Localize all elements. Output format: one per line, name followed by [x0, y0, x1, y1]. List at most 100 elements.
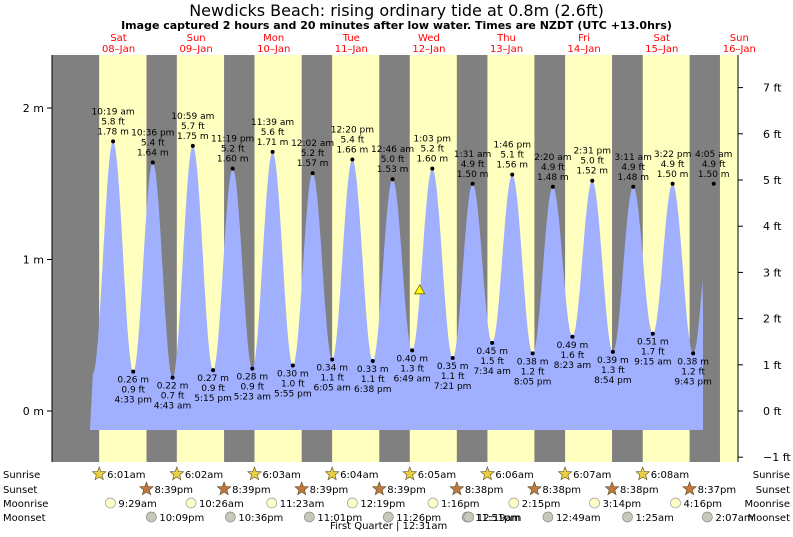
tide-point: [230, 166, 235, 171]
low-tide-label: 7:34 am: [473, 367, 510, 377]
moonrise-icon: [670, 497, 681, 509]
tide-point: [370, 359, 375, 364]
tide-point: [111, 139, 116, 144]
low-tide-label: 5:23 am: [234, 393, 271, 403]
high-tide-label: 5.4 ft: [141, 139, 165, 149]
high-tide-label: 1:46 pm: [493, 141, 531, 151]
tide-point: [570, 334, 575, 339]
moonrise-icon: [508, 497, 520, 509]
sunset-time: 8:39pm: [310, 485, 349, 496]
day-date: 10–Jan: [257, 44, 290, 55]
low-tide-label: 0.38 m: [677, 357, 709, 367]
sunset-time: 8:39pm: [154, 485, 193, 496]
low-tide-label: 1.2 ft: [521, 367, 545, 377]
tide-point: [530, 351, 535, 356]
moonrise-icon: [266, 497, 278, 509]
left-axis-label: 1 m: [23, 254, 44, 267]
moonset-time: 10:36pm: [238, 513, 283, 524]
moonrise-time: 12:19pm: [360, 499, 405, 510]
sunset-icon: [526, 481, 542, 496]
moonrise-icon: [427, 497, 439, 509]
low-tide-label: 0.45 m: [476, 347, 508, 357]
sunrise-time: 6:02am: [185, 470, 223, 481]
moonrise-row-label: Moonrise: [745, 499, 790, 510]
low-tide-label: 1.3 ft: [400, 364, 424, 374]
tide-point: [450, 355, 455, 360]
right-axis-label: 1 ft: [763, 359, 782, 372]
low-tide-label: 1.7 ft: [641, 348, 665, 358]
high-tide-label: 12:20 pm: [331, 126, 374, 136]
sunset-row-label: Sunset: [3, 485, 37, 496]
day-of-week: Mon: [263, 33, 284, 44]
high-tide-label: 5.2 ft: [420, 145, 444, 155]
high-tide-label: 1.50 m: [457, 170, 489, 180]
high-tide-label: 4.9 ft: [541, 163, 565, 173]
sunrise-time: 6:04am: [340, 470, 378, 481]
day-of-week: Sun: [187, 33, 206, 44]
moon-phase-note: First Quarter | 12:31am: [330, 521, 448, 532]
moonrise-time: 4:16pm: [684, 499, 723, 510]
tide-point: [211, 368, 216, 373]
tide-point: [150, 160, 155, 165]
low-tide-label: 0.33 m: [357, 365, 389, 375]
high-tide-label: 1.60 m: [416, 155, 448, 165]
moonrise-icon: [185, 497, 197, 509]
moonset-time: 11:51pm: [475, 513, 520, 524]
low-tide-label: 7:21 pm: [434, 382, 472, 392]
right-axis-label: 2 ft: [763, 313, 782, 326]
tide-point: [170, 375, 175, 380]
low-tide-label: 0.38 m: [517, 357, 549, 367]
tide-point: [590, 178, 595, 183]
tide-point: [691, 351, 696, 356]
low-tide-label: 0.22 m: [157, 382, 189, 392]
high-tide-label: 5.2 ft: [221, 145, 245, 155]
moonrise-time: 3:14pm: [603, 499, 642, 510]
low-tide-label: 1.1 ft: [320, 373, 344, 383]
sunrise-icon: [635, 466, 651, 481]
high-tide-label: 1.60 m: [217, 155, 249, 165]
moonset-time: 10:09pm: [159, 513, 204, 524]
day-date: 15–Jan: [645, 44, 678, 55]
sunset-icon: [138, 481, 154, 496]
tide-area: [90, 141, 703, 431]
moonset-row-label: Moonset: [3, 513, 46, 524]
high-tide-label: 5.8 ft: [101, 117, 125, 127]
high-tide-label: 1.50 m: [657, 170, 689, 180]
sunset-icon: [449, 481, 465, 496]
moonrise-time: 9:29am: [118, 499, 156, 510]
low-tide-label: 1.1 ft: [441, 372, 465, 382]
day-of-week: Sat: [654, 33, 670, 44]
high-tide-label: 1.78 m: [97, 127, 129, 137]
sunrise-time: 6:06am: [495, 470, 533, 481]
low-tide-label: 0.49 m: [557, 341, 589, 351]
tide-point: [550, 184, 555, 189]
sunset-icon: [682, 481, 698, 496]
sunset-time: 8:37pm: [698, 485, 737, 496]
sunrise-icon: [91, 466, 107, 481]
day-date: 16–Jan: [723, 44, 756, 55]
moonset-icon: [622, 511, 633, 523]
low-tide-label: 0.35 m: [437, 362, 469, 372]
high-tide-label: 1.66 m: [337, 146, 369, 156]
moonrise-time: 10:26am: [199, 499, 244, 510]
moonrise-icon: [346, 497, 358, 509]
low-tide-label: 9:43 pm: [674, 377, 712, 387]
high-tide-label: 5.4 ft: [341, 136, 365, 146]
sunset-time: 8:38pm: [620, 485, 659, 496]
tide-point: [131, 369, 136, 374]
high-tide-label: 2:20 am: [534, 153, 571, 163]
tide-point: [470, 181, 475, 186]
low-tide-label: 0.30 m: [277, 370, 309, 380]
moonset-icon: [382, 511, 394, 523]
tide-point: [410, 348, 415, 353]
low-tide-label: 6:05 am: [314, 383, 351, 393]
high-tide-label: 4.9 ft: [461, 160, 485, 170]
high-tide-label: 3:11 am: [615, 153, 652, 163]
tide-point: [490, 340, 495, 345]
moonset-time: 11:26pm: [396, 513, 441, 524]
moonset-row-label: Moonset: [748, 513, 791, 524]
chart-title: Newdicks Beach: rising ordinary tide at …: [189, 1, 604, 20]
high-tide-label: 5.7 ft: [181, 122, 205, 132]
low-tide-label: 0.28 m: [236, 373, 268, 383]
